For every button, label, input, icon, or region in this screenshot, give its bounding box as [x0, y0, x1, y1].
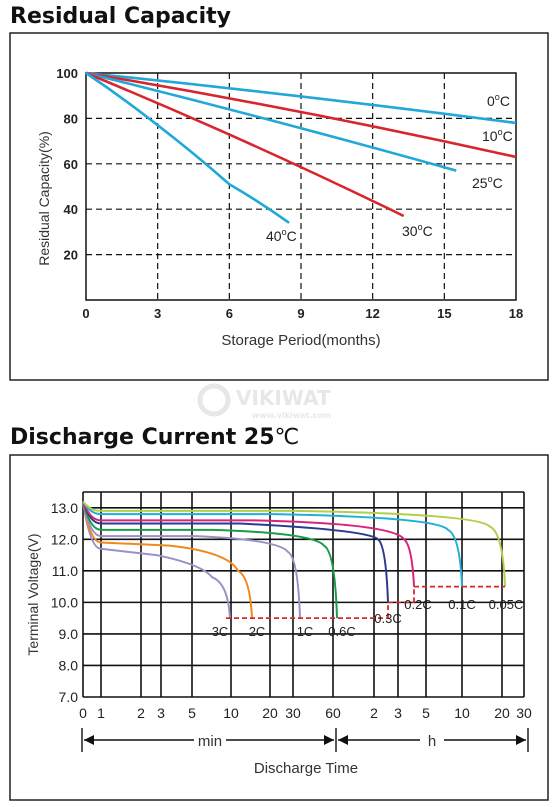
watermark-text: VIKIWAT — [236, 386, 331, 410]
series-line — [82, 500, 506, 587]
y-tick-label: 13.0 — [51, 500, 78, 516]
series-line — [82, 501, 253, 619]
discharge-current-frame — [9, 454, 549, 801]
watermark-subtext: www.vikiwat.com — [252, 411, 331, 420]
series-label-value: 30 — [402, 223, 418, 239]
series-line — [82, 501, 338, 619]
residual-capacity-title: Residual Capacity — [10, 4, 231, 29]
y-tick-label: 20 — [64, 248, 78, 263]
series-label: 0.6C — [328, 624, 355, 639]
unit-label-h: h — [428, 733, 436, 750]
series-label: 2C — [249, 624, 266, 639]
discharge-title-main: Discharge Current 25 — [10, 425, 275, 450]
series-label-unit: C — [503, 128, 513, 144]
y-tick-label: 80 — [64, 111, 78, 126]
series-label: 0.1C — [448, 597, 475, 612]
y-tick-label: 9.0 — [59, 626, 79, 642]
series-label: 0.2C — [404, 597, 431, 612]
y-tick-label: 40 — [64, 202, 78, 217]
x-tick-label: 10 — [454, 705, 470, 721]
x-tick-label: 1 — [97, 705, 105, 721]
x-tick-label: 3 — [157, 705, 165, 721]
arrow-head-icon — [338, 735, 348, 745]
y-tick-label: 11.0 — [52, 563, 78, 579]
y-tick-label: 7.0 — [59, 689, 79, 705]
series-label-degree: o — [282, 227, 287, 237]
x-tick-label: 5 — [422, 705, 430, 721]
y-axis-label: Residual Capacity(%) — [36, 131, 52, 266]
y-tick-label: 60 — [64, 157, 78, 172]
x-tick-label: 2 — [370, 705, 378, 721]
series-line — [85, 71, 517, 159]
x-tick-label: 60 — [325, 705, 341, 721]
x-tick-label: 20 — [494, 705, 510, 721]
series-label-2: 25oC — [472, 174, 503, 191]
series-label-value: 0 — [487, 93, 495, 109]
series-label-unit: C — [493, 175, 503, 191]
x-tick-label: 30 — [516, 705, 532, 721]
series-line — [85, 71, 290, 224]
series-line — [82, 501, 231, 619]
unit-label-min: min — [198, 733, 222, 750]
series-line — [85, 71, 405, 218]
series-label-0: 0oC — [487, 92, 510, 109]
x-tick-label: 3 — [394, 705, 402, 721]
x-tick-label: 6 — [226, 306, 233, 321]
series-label: 3C — [212, 624, 229, 639]
series-label-unit: C — [500, 93, 510, 109]
y-axis-label: Terminal Voltage(V) — [25, 533, 41, 655]
watermark-logo-icon — [197, 383, 231, 417]
x-axis-label: Discharge Time — [254, 760, 358, 777]
y-tick-label: 12.0 — [51, 531, 78, 547]
series-label: 1C — [297, 624, 314, 639]
x-tick-label: 15 — [437, 306, 451, 321]
arrow-head-icon — [516, 735, 526, 745]
series-label-degree: o — [498, 127, 503, 137]
series-line — [85, 71, 457, 172]
x-tick-label: 9 — [297, 306, 304, 321]
x-tick-label: 20 — [262, 705, 278, 721]
watermark: VIKIWAT www.vikiwat.com — [197, 383, 331, 420]
residual-capacity-frame — [9, 32, 549, 381]
x-tick-label: 0 — [79, 705, 87, 721]
series-line — [82, 501, 389, 603]
series-label-value: 10 — [482, 128, 498, 144]
x-tick-label: 10 — [223, 705, 239, 721]
discharge-current-chart: 7.08.09.010.011.012.013.00 1 2 3 5 10 20 30 60 2 3… — [25, 491, 532, 777]
series-line — [82, 501, 301, 619]
series-label-value: 40 — [266, 228, 282, 244]
x-tick-label: 12 — [365, 306, 379, 321]
series-label-3: 30oC — [402, 222, 433, 239]
x-tick-label: 0 — [82, 306, 89, 321]
x-axis-label: Storage Period(months) — [221, 332, 380, 349]
y-tick-label: 100 — [56, 66, 78, 81]
x-tick-label: 30 — [285, 705, 301, 721]
series-line — [82, 501, 415, 587]
series-label-degree: o — [495, 92, 500, 102]
series-label-1: 10oC — [482, 127, 513, 144]
series-label: 0.3C — [374, 611, 401, 626]
series-label-degree: o — [488, 174, 493, 184]
series-label-4: 40oC — [266, 227, 297, 244]
y-tick-label: 8.0 — [59, 657, 79, 673]
discharge-title-unit: ℃ — [275, 425, 300, 450]
series-line — [85, 71, 517, 125]
x-tick-label: 3 — [154, 306, 161, 321]
x-tick-label: 2 — [137, 705, 145, 721]
x-tick-label: 5 — [188, 705, 196, 721]
series-label-unit: C — [423, 223, 433, 239]
arrow-head-icon — [324, 735, 334, 745]
discharge-current-title: Discharge Current 25℃ — [10, 425, 299, 450]
series-label: 0.05C — [489, 597, 524, 612]
series-label-degree: o — [418, 222, 423, 232]
series-line — [82, 500, 463, 587]
x-tick-label: 18 — [509, 306, 523, 321]
arrow-head-icon — [84, 735, 94, 745]
plot-area-border — [85, 72, 517, 301]
y-tick-label: 10.0 — [51, 594, 78, 610]
series-label-unit: C — [287, 228, 297, 244]
series-label-value: 25 — [472, 175, 488, 191]
